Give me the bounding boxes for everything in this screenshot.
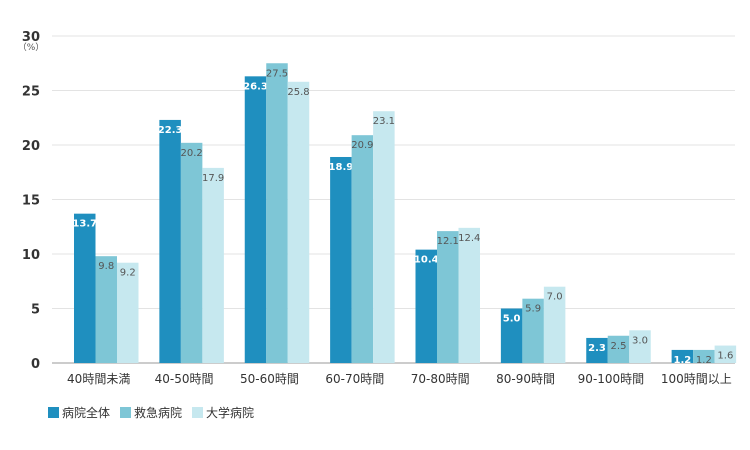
- data-label: 12.1: [437, 236, 459, 247]
- data-label: 18.9: [329, 162, 354, 173]
- y-tick-label: 10: [22, 248, 40, 263]
- data-label: 1.2: [674, 355, 692, 366]
- data-label: 20.2: [180, 148, 202, 159]
- data-label: 23.1: [373, 116, 395, 127]
- bar: [671, 349, 694, 363]
- bar: [244, 76, 267, 363]
- bar: [543, 286, 566, 363]
- x-tick-label: 70-80時間: [411, 372, 470, 386]
- data-label: 9.8: [98, 261, 114, 272]
- legend-item-university-hospitals: 大学病院: [192, 404, 254, 421]
- y-tick-label: 5: [31, 303, 40, 318]
- bar: [458, 227, 480, 363]
- data-label: 13.7: [72, 219, 97, 230]
- legend: 病院全体 救急病院 大学病院: [48, 404, 254, 421]
- bar: [415, 249, 437, 363]
- bar: [330, 156, 352, 363]
- data-label: 9.2: [120, 268, 136, 279]
- data-label: 10.4: [414, 255, 439, 266]
- data-label: 12.4: [458, 233, 480, 244]
- x-tick-label: 60-70時間: [325, 372, 384, 386]
- x-tick-label: 40-50時間: [155, 372, 214, 386]
- bar: [629, 330, 651, 363]
- data-label: 1.2: [696, 355, 712, 366]
- bar: [693, 349, 715, 363]
- bar: [714, 345, 737, 363]
- data-label: 2.3: [588, 343, 606, 354]
- data-label: 7.0: [547, 292, 563, 303]
- x-tick-label: 100時間以上: [661, 372, 732, 386]
- bar: [351, 135, 374, 363]
- data-label: 5.9: [525, 304, 541, 315]
- data-label: 1.6: [717, 351, 733, 362]
- data-label: 17.9: [202, 173, 224, 184]
- x-tick-label: 90-100時間: [578, 372, 645, 386]
- bar: [159, 119, 181, 364]
- bar: [437, 231, 459, 363]
- data-label: 2.5: [611, 341, 627, 352]
- bar: [607, 335, 630, 363]
- bar: [180, 142, 203, 363]
- legend-swatch-all-hospitals: [48, 407, 59, 418]
- y-unit-label: （%）: [18, 42, 45, 53]
- y-tick-label: 30: [22, 30, 40, 45]
- bar: [522, 298, 544, 363]
- y-tick-label: 25: [22, 85, 40, 100]
- bar: [202, 167, 224, 363]
- legend-swatch-emergency-hospitals: [120, 407, 132, 418]
- x-tick-label: 40時間未満: [67, 372, 130, 386]
- bar: [586, 337, 608, 363]
- legend-swatch-university-hospitals: [192, 407, 204, 418]
- data-label: 26.3: [243, 81, 268, 92]
- x-tick-label: 80-90時間: [496, 372, 555, 386]
- y-tick-label: 20: [22, 139, 40, 154]
- y-tick-label: 15: [22, 194, 40, 209]
- legend-item-emergency-hospitals: 救急病院: [120, 404, 182, 421]
- legend-item-all-hospitals: 病院全体: [48, 404, 110, 421]
- bar: [287, 81, 310, 363]
- data-label: 3.0: [632, 335, 648, 346]
- bar: [95, 256, 117, 363]
- bar: [74, 213, 96, 363]
- bar: [373, 111, 395, 364]
- legend-label-all-hospitals: 病院全体: [62, 406, 111, 420]
- data-label: 22.3: [158, 125, 183, 136]
- legend-label-university-hospitals: 大学病院: [206, 406, 255, 420]
- bar: [117, 262, 139, 363]
- bar-chart: 0 5 10 15 20 25 30（%） 13.7 9.8 9.2 40時間未満 22.3 20.2 1…: [18, 30, 737, 386]
- bar: [500, 308, 523, 363]
- data-label: 27.5: [266, 68, 288, 79]
- x-tick-label: 50-60時間: [240, 372, 299, 386]
- legend-label-emergency-hospitals: 救急病院: [134, 406, 183, 420]
- y-tick-label: 0: [31, 357, 40, 372]
- data-label: 5.0: [503, 314, 521, 325]
- bar: [266, 63, 288, 363]
- data-label: 20.9: [351, 140, 373, 151]
- data-label: 25.8: [287, 87, 309, 98]
